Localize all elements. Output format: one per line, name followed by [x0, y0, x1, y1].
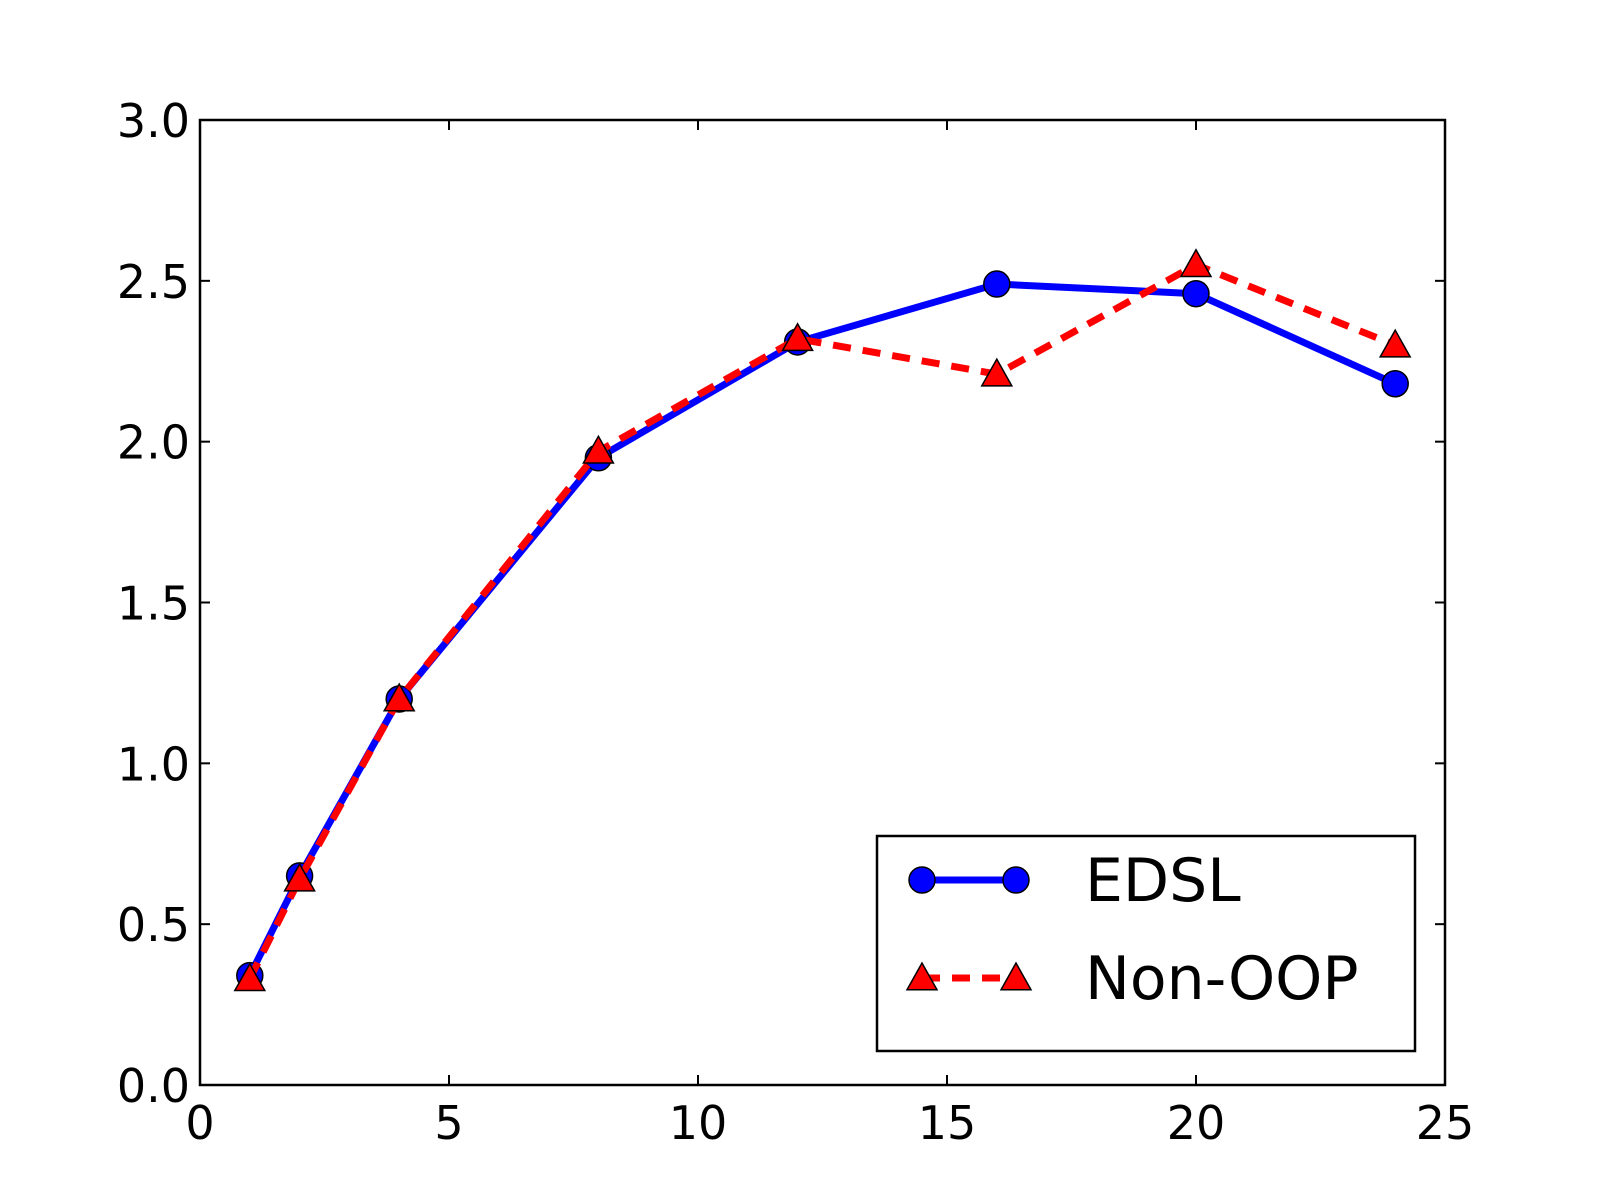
data-point [1381, 370, 1409, 398]
series-non-oop [233, 248, 1412, 992]
data-series [233, 248, 1412, 992]
data-point [283, 862, 316, 892]
y-tick-label: 2.5 [117, 255, 190, 309]
x-tick-label: 0 [185, 1096, 214, 1150]
legend-marker [1002, 866, 1030, 894]
legend-entry: EDSL [908, 846, 1241, 916]
data-point [980, 357, 1014, 387]
y-tick-label: 3.0 [117, 94, 190, 148]
legend: EDSL Non-OOP [875, 834, 1417, 1053]
legend-marker [905, 961, 939, 991]
y-tick-label: 0.5 [117, 898, 190, 952]
legend-marker [999, 961, 1033, 991]
y-tick-label: 0.0 [117, 1059, 190, 1113]
x-tick-label: 15 [918, 1096, 977, 1150]
data-point [233, 962, 267, 992]
data-point [781, 322, 814, 352]
x-tick-label: 10 [669, 1096, 728, 1150]
x-tick-label: 5 [434, 1096, 463, 1150]
data-point [1182, 279, 1210, 308]
series-line [246, 280, 1397, 978]
y-tick-label: 1.5 [117, 577, 190, 631]
data-point [983, 270, 1011, 298]
y-tick-label: 1.0 [117, 737, 190, 791]
x-tick-label: 20 [1167, 1096, 1226, 1150]
y-tick-label: 2.0 [117, 416, 190, 470]
legend-label: Non-OOP [1085, 944, 1359, 1014]
axis-ticks: 0 5 10 15 20 25 0.0 0.5 1.0 1.5 2.0 2.5 3.0 [117, 94, 1474, 1150]
data-point [1378, 328, 1412, 358]
legend-label: EDSL [1085, 846, 1241, 916]
data-point [1179, 248, 1213, 278]
legend-marker [908, 866, 936, 894]
data-point [582, 434, 615, 464]
legend-entry: Non-OOP [905, 944, 1359, 1014]
plot-frame [198, 118, 1447, 1087]
data-point [382, 682, 416, 712]
x-tick-label: 25 [1416, 1096, 1475, 1150]
legend-box [875, 834, 1417, 1053]
